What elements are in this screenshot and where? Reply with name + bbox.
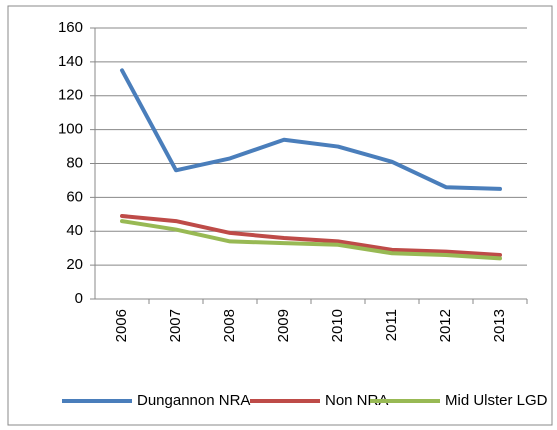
x-tick-label: 2006 [113,309,130,342]
y-tick-label: 20 [66,256,83,273]
y-tick-label: 120 [58,87,83,104]
y-tick-label: 140 [58,53,83,70]
x-tick-label: 2010 [329,309,346,342]
chart-border [7,5,553,426]
series-line [120,214,502,257]
x-tick-label: 2007 [167,309,184,342]
x-tick-label: 2008 [221,309,238,342]
x-tick-label: 2013 [491,309,508,342]
legend-label: Non NRA [325,392,388,409]
y-tick-label: 100 [58,121,83,138]
legend-label: Mid Ulster LGD [445,392,548,409]
y-tick-label: 40 [66,222,83,239]
x-tick-label: 2011 [383,309,400,341]
legend-label: Dungannon NRA [137,392,250,409]
y-tick-label: 160 [58,19,83,36]
series-line [120,219,502,261]
y-tick-label: 0 [75,290,83,307]
x-tick-label: 2009 [275,309,292,342]
x-tick-label: 2012 [437,309,454,342]
series-line [120,68,502,191]
y-tick-label: 60 [66,188,83,205]
y-tick-label: 80 [66,154,83,171]
